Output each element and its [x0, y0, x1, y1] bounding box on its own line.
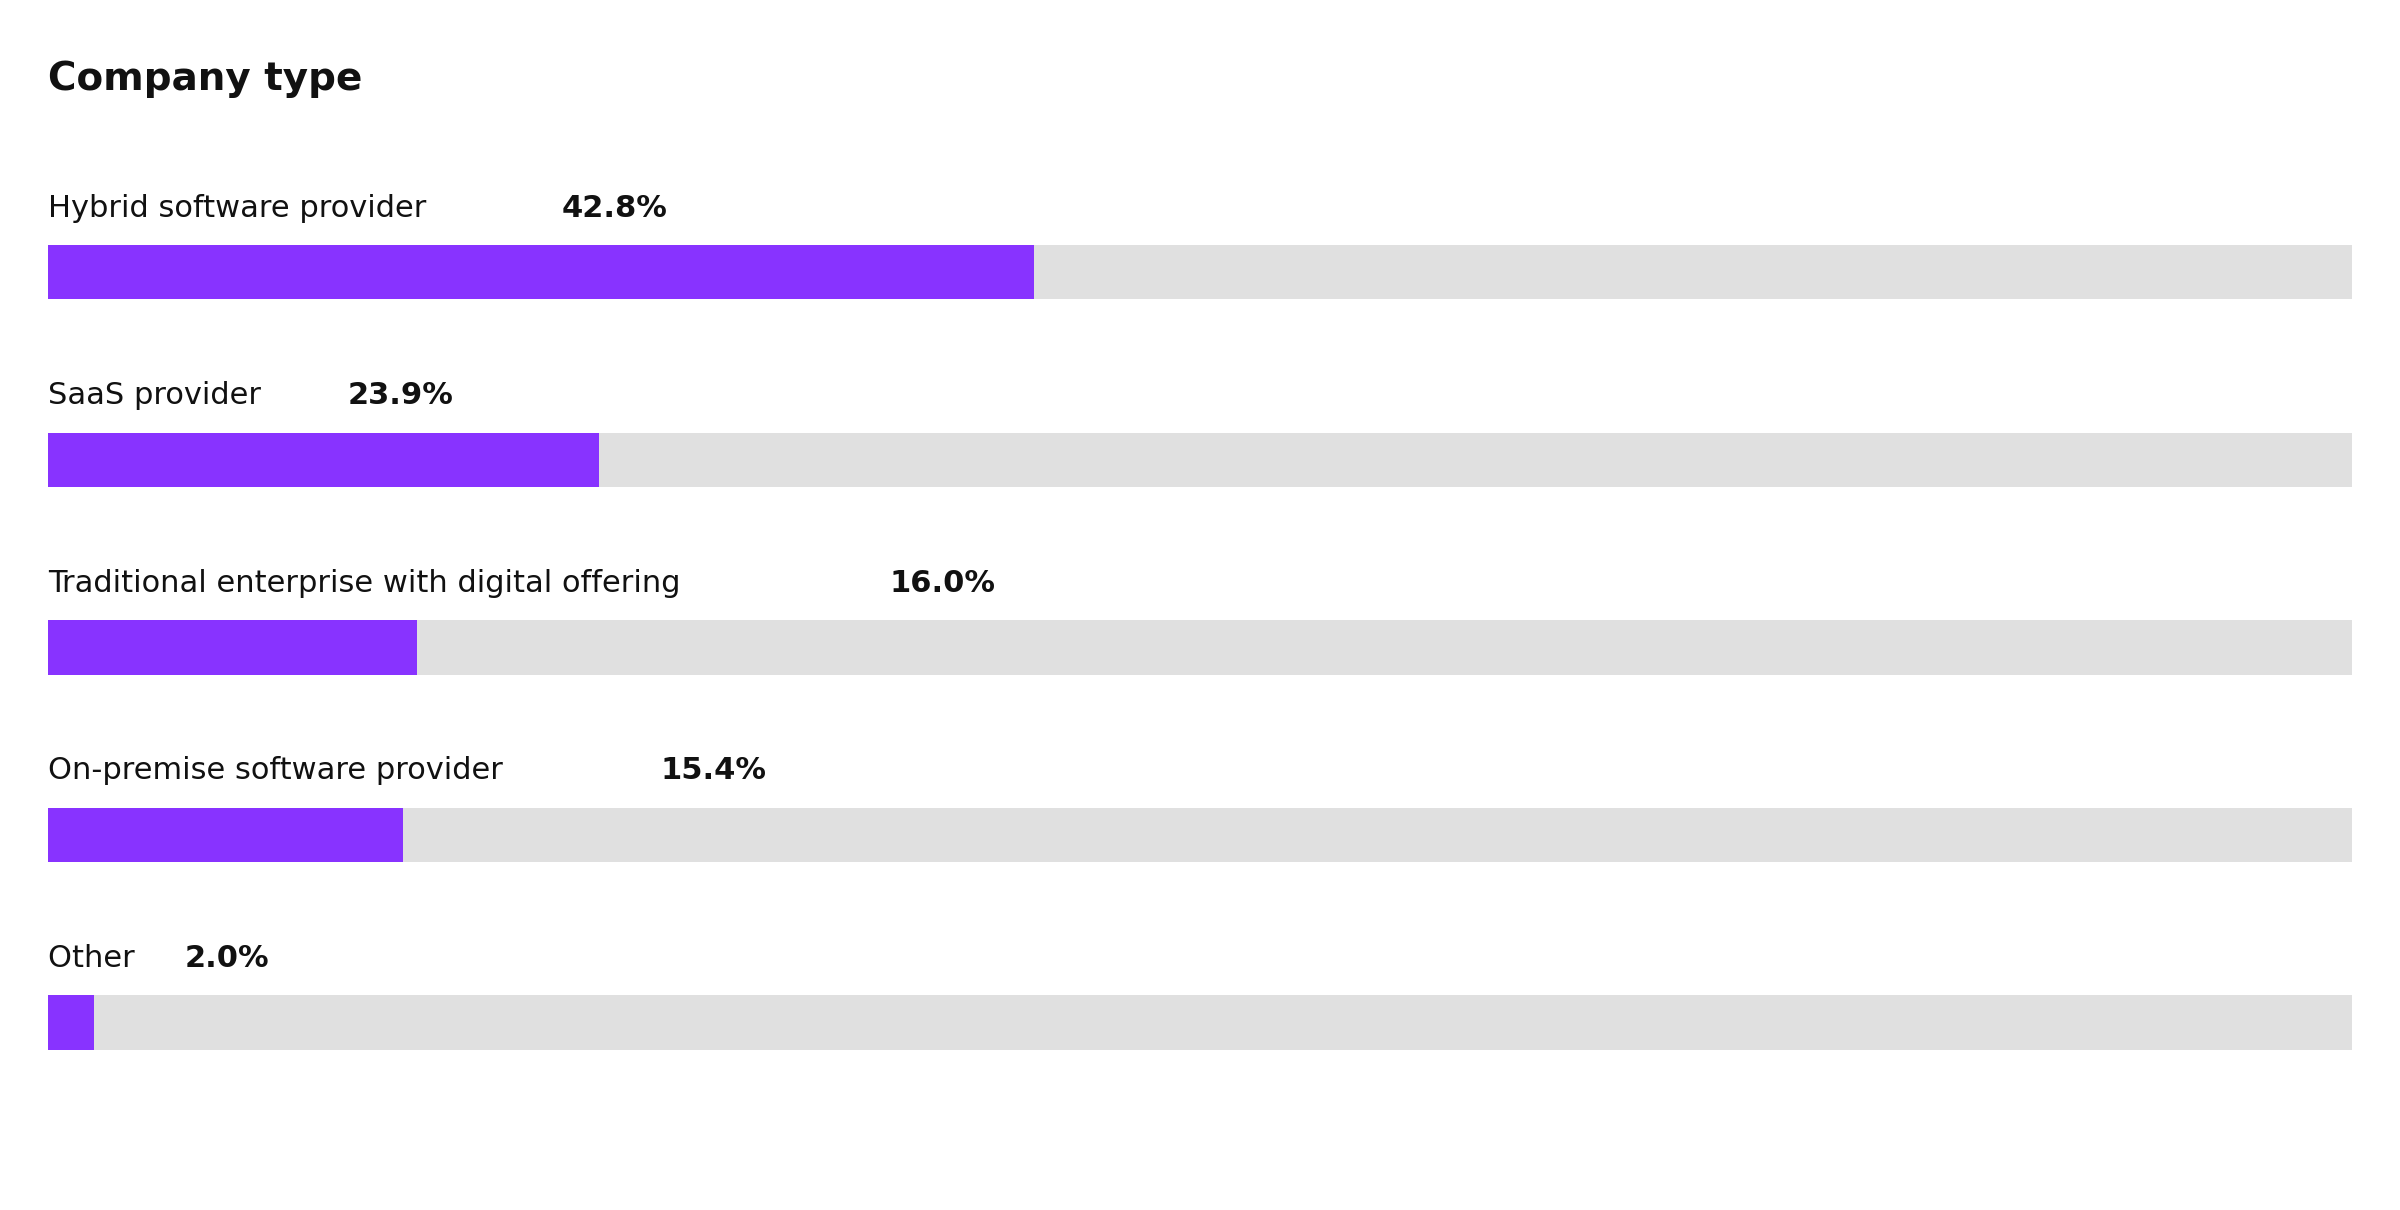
Text: Traditional enterprise with digital offering: Traditional enterprise with digital offe… — [48, 569, 701, 598]
Bar — [48, 244, 1034, 299]
Text: Company type: Company type — [48, 60, 362, 98]
Bar — [48, 808, 2352, 862]
Text: On-premise software provider: On-premise software provider — [48, 756, 523, 785]
Bar — [48, 808, 403, 862]
Bar — [48, 995, 94, 1049]
Bar — [48, 620, 418, 675]
Text: 23.9%: 23.9% — [348, 381, 454, 410]
Text: SaaS provider: SaaS provider — [48, 381, 281, 410]
Bar — [48, 433, 2352, 488]
Text: 16.0%: 16.0% — [890, 569, 996, 598]
Text: Hybrid software provider: Hybrid software provider — [48, 194, 446, 223]
Text: Other: Other — [48, 944, 154, 973]
Text: 2.0%: 2.0% — [185, 944, 269, 973]
Bar — [48, 995, 2352, 1049]
Bar — [48, 433, 598, 488]
Bar — [48, 244, 2352, 299]
Text: 42.8%: 42.8% — [562, 194, 667, 223]
Text: 15.4%: 15.4% — [660, 756, 766, 785]
Bar — [48, 620, 2352, 675]
